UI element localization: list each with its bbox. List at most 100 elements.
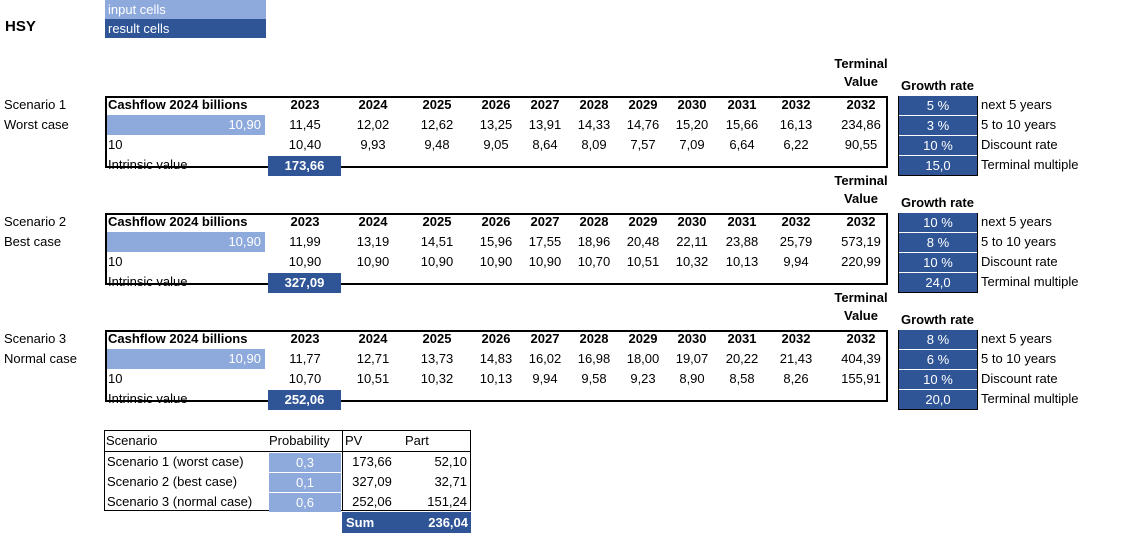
probability-input[interactable]: 0,1 bbox=[269, 473, 341, 492]
summary-header-divider bbox=[104, 451, 471, 452]
year-header: 2032 bbox=[781, 97, 811, 112]
summary-part: 52,10 bbox=[434, 454, 467, 469]
summary-part: 32,71 bbox=[434, 474, 467, 489]
cashflow-input-cell[interactable]: 10,90 bbox=[107, 232, 265, 252]
rate-label: 5 to 10 years bbox=[981, 351, 1057, 366]
summary-pv: 252,06 bbox=[352, 494, 392, 509]
scenario-label: Scenario 3 bbox=[4, 331, 67, 346]
discounted-value: 10,70 bbox=[577, 254, 611, 269]
cashflow-value: 14,51 bbox=[420, 234, 454, 249]
terminal-value: 573,19 bbox=[841, 234, 881, 249]
cashflow-value: 12,62 bbox=[420, 117, 454, 132]
year-header: 2025 bbox=[422, 214, 452, 229]
discounted-value: 6,64 bbox=[729, 137, 755, 152]
cashflow-value: 23,88 bbox=[725, 234, 759, 249]
cashflow-header: Cashflow 2024 billions bbox=[108, 331, 248, 346]
cashflow-value: 13,19 bbox=[356, 234, 390, 249]
sum-value: 236,04 bbox=[428, 515, 468, 530]
discounted-value: 10,90 bbox=[420, 254, 454, 269]
scenario-block bbox=[105, 213, 888, 285]
growth-rate-input[interactable]: 10 % bbox=[899, 213, 977, 232]
year-header: 2031 bbox=[727, 331, 757, 346]
discounted-value: 10,13 bbox=[479, 371, 513, 386]
legend-result-cells: result cells bbox=[105, 19, 266, 38]
cashflow-value: 19,07 bbox=[675, 351, 709, 366]
terminal-value-header-line1: Terminal bbox=[834, 56, 888, 71]
year-header: 2024 bbox=[358, 97, 388, 112]
growth-rate-input[interactable]: 10 % bbox=[899, 370, 977, 389]
cashflow-value: 11,99 bbox=[289, 234, 321, 249]
cashflow-value: 11,77 bbox=[289, 351, 321, 366]
cashflow-value: 18,00 bbox=[626, 351, 660, 366]
year-header: 2028 bbox=[579, 214, 609, 229]
rate-label: next 5 years bbox=[981, 97, 1052, 112]
summary-header-pv: PV bbox=[345, 433, 363, 448]
growth-rate-input[interactable]: 10 % bbox=[899, 253, 977, 272]
terminal-value: 234,86 bbox=[841, 117, 881, 132]
discounted-value: 10,13 bbox=[725, 254, 759, 269]
cashflow-value: 14,83 bbox=[479, 351, 513, 366]
year-header: 2029 bbox=[628, 331, 658, 346]
cashflow-header: Cashflow 2024 billions bbox=[108, 97, 248, 112]
cashflow-input-cell[interactable]: 10,90 bbox=[107, 349, 265, 369]
terminal-value-header-line2: Value bbox=[844, 191, 878, 206]
rate-label: Terminal multiple bbox=[981, 391, 1079, 406]
cashflow-value: 15,66 bbox=[725, 117, 759, 132]
growth-rate-input[interactable]: 3 % bbox=[899, 116, 977, 135]
growth-rate-input[interactable]: 20,0 bbox=[899, 390, 977, 409]
cashflow-value: 13,73 bbox=[420, 351, 454, 366]
rate-label: next 5 years bbox=[981, 331, 1052, 346]
summary-pv: 327,09 bbox=[352, 474, 392, 489]
discounted-value: 9,05 bbox=[483, 137, 509, 152]
discounted-value: 10,70 bbox=[288, 371, 322, 386]
discounted-value: 9,94 bbox=[532, 371, 558, 386]
cashflow-value: 16,13 bbox=[779, 117, 813, 132]
cashflow-header: Cashflow 2024 billions bbox=[108, 214, 248, 229]
rate-label: next 5 years bbox=[981, 214, 1052, 229]
growth-rate-input[interactable]: 8 % bbox=[899, 233, 977, 252]
year-header: 2024 bbox=[358, 214, 388, 229]
growth-rate-input[interactable]: 15,0 bbox=[899, 156, 977, 175]
year-header: 2027 bbox=[530, 331, 560, 346]
cashflow-value: 20,22 bbox=[725, 351, 759, 366]
summary-pv: 173,66 bbox=[352, 454, 392, 469]
growth-rate-input[interactable]: 8 % bbox=[899, 330, 977, 349]
growth-rate-header: Growth rate bbox=[901, 195, 974, 210]
discounted-value: 10,40 bbox=[288, 137, 322, 152]
ticker-title: HSY bbox=[5, 18, 36, 35]
scenario-case-name: Best case bbox=[4, 234, 62, 249]
discounted-value: 8,64 bbox=[532, 137, 558, 152]
cashflow-value: 15,96 bbox=[479, 234, 513, 249]
terminal-value-header-line2: Value bbox=[844, 74, 878, 89]
summary-scenario-name: Scenario 2 (best case) bbox=[107, 474, 238, 489]
row3-label: 10 bbox=[108, 137, 123, 152]
year-header: 2025 bbox=[422, 331, 452, 346]
terminal-value: 404,39 bbox=[841, 351, 881, 366]
growth-rate-input[interactable]: 5 % bbox=[899, 96, 977, 115]
cashflow-input-cell[interactable]: 10,90 bbox=[107, 115, 265, 135]
growth-rate-input[interactable]: 24,0 bbox=[899, 273, 977, 292]
cashflow-value: 11,45 bbox=[289, 117, 321, 132]
year-header: 2032 bbox=[781, 331, 811, 346]
probability-input[interactable]: 0,3 bbox=[269, 453, 341, 472]
discounted-value: 10,90 bbox=[288, 254, 322, 269]
cashflow-value: 21,43 bbox=[779, 351, 813, 366]
rate-label: Discount rate bbox=[981, 371, 1058, 386]
discounted-value: 8,58 bbox=[729, 371, 755, 386]
growth-rate-input[interactable]: 6 % bbox=[899, 350, 977, 369]
summary-part: 151,24 bbox=[427, 494, 467, 509]
year-header: 2026 bbox=[481, 214, 511, 229]
probability-input[interactable]: 0,6 bbox=[269, 493, 341, 512]
year-header: 2025 bbox=[422, 97, 452, 112]
intrinsic-value-label: Intrinsic value bbox=[108, 157, 188, 172]
terminal-value-discounted: 155,91 bbox=[841, 371, 881, 386]
growth-rate-input[interactable]: 10 % bbox=[899, 136, 977, 155]
terminal-value-header-line1: Terminal bbox=[834, 290, 888, 305]
year-header: 2024 bbox=[358, 331, 388, 346]
cashflow-value: 25,79 bbox=[779, 234, 813, 249]
scenario-block bbox=[105, 330, 888, 402]
summary-header-scenario: Scenario bbox=[106, 433, 158, 448]
summary-header-probability: Probability bbox=[269, 433, 330, 448]
year-header: 2031 bbox=[727, 214, 757, 229]
discounted-value: 9,94 bbox=[783, 254, 809, 269]
